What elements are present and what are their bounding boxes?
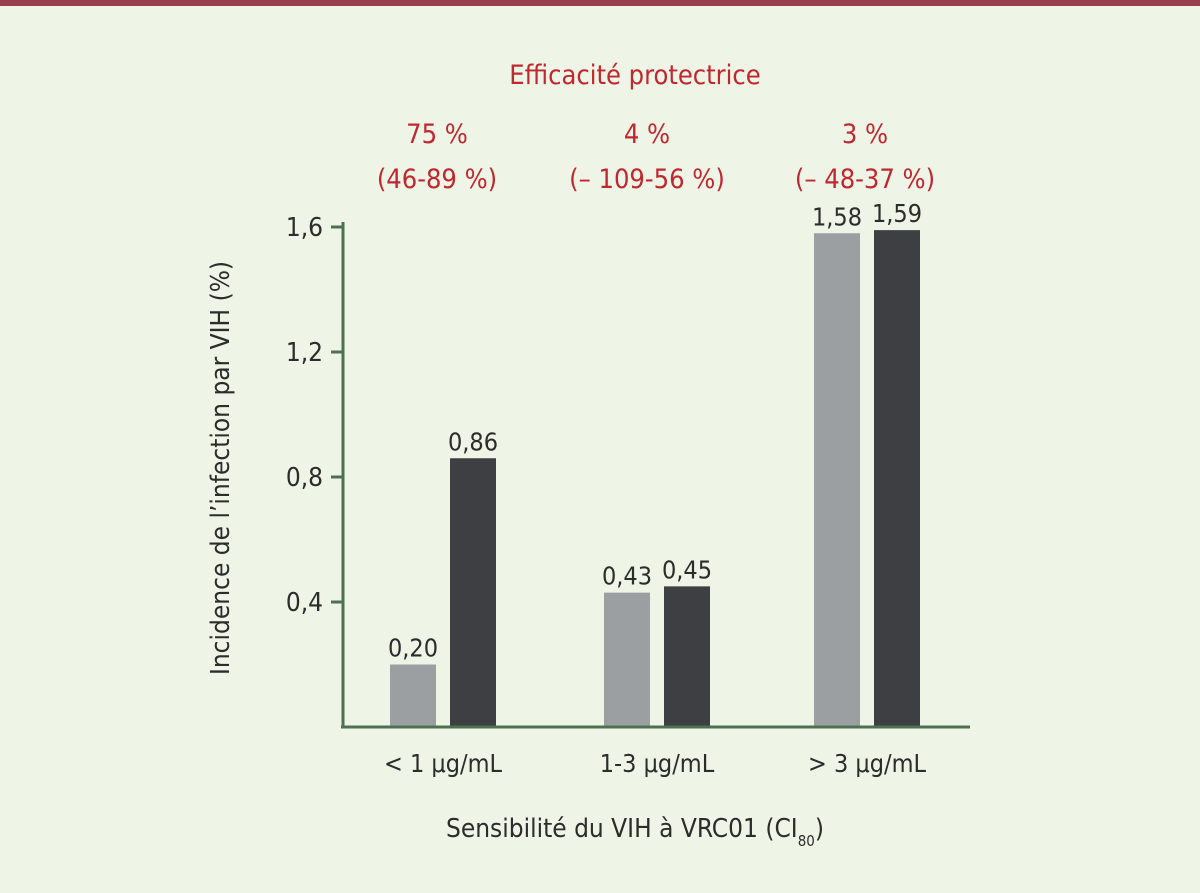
efficacy-value-1: 75 % <box>406 119 468 150</box>
x-axis-title: Sensibilité du VIH à VRC01 (CI80) <box>446 814 824 850</box>
bar-series1-cat1 <box>390 664 436 727</box>
value-labels: 0,20 0,43 1,58 0,86 0,45 1,59 <box>388 199 922 662</box>
y-tick-label-3: 1,6 <box>286 213 323 243</box>
category-label-3: > 3 μg/mL <box>808 749 927 778</box>
bar-series2-cat2 <box>664 586 710 727</box>
bar-series2-cat1 <box>450 458 496 727</box>
efficacy-range-1: (46-89 %) <box>377 164 497 195</box>
value-label-series1-cat3: 1,58 <box>812 202 862 231</box>
top-rule <box>0 0 1200 6</box>
bar-series2-cat3 <box>874 230 920 727</box>
y-axis-ticks: 0,4 0,8 1,2 1,6 <box>286 213 343 618</box>
y-axis-title: Incidence de l’infection par VIH (%) <box>206 261 236 675</box>
y-tick-label-1: 0,8 <box>286 463 323 493</box>
value-label-series2-cat1: 0,86 <box>448 427 498 456</box>
x-axis-title-main: Sensibilité du VIH à VRC01 (CI <box>446 814 798 844</box>
efficacy-value-3: 3 % <box>842 119 888 150</box>
category-labels: < 1 μg/mL 1-3 μg/mL > 3 μg/mL <box>384 749 927 778</box>
efficacy-annotations: 75 % (46-89 %) 4 % (– 109-56 %) 3 % (– 48-37 … <box>377 119 935 195</box>
y-tick-label-2: 1,2 <box>286 338 323 368</box>
value-label-series1-cat2: 0,43 <box>602 562 652 591</box>
value-label-series1-cat1: 0,20 <box>388 634 438 663</box>
value-label-series2-cat3: 1,59 <box>872 199 922 228</box>
bar-series1-cat2 <box>604 592 650 727</box>
category-label-1: < 1 μg/mL <box>384 749 503 778</box>
bar-series1-cat3 <box>814 233 860 727</box>
x-axis-title-suffix: ) <box>815 814 824 844</box>
efficacy-value-2: 4 % <box>624 119 670 150</box>
efficacy-title: Efficacité protectrice <box>509 60 760 91</box>
y-tick-label-0: 0,4 <box>286 588 323 618</box>
category-label-2: 1-3 μg/mL <box>600 749 715 778</box>
x-axis-title-subscript: 80 <box>798 832 815 850</box>
efficacy-range-3: (– 48-37 %) <box>795 164 935 195</box>
efficacy-range-2: (– 109-56 %) <box>569 164 725 195</box>
value-label-series2-cat2: 0,45 <box>662 555 712 584</box>
bars <box>390 230 920 727</box>
